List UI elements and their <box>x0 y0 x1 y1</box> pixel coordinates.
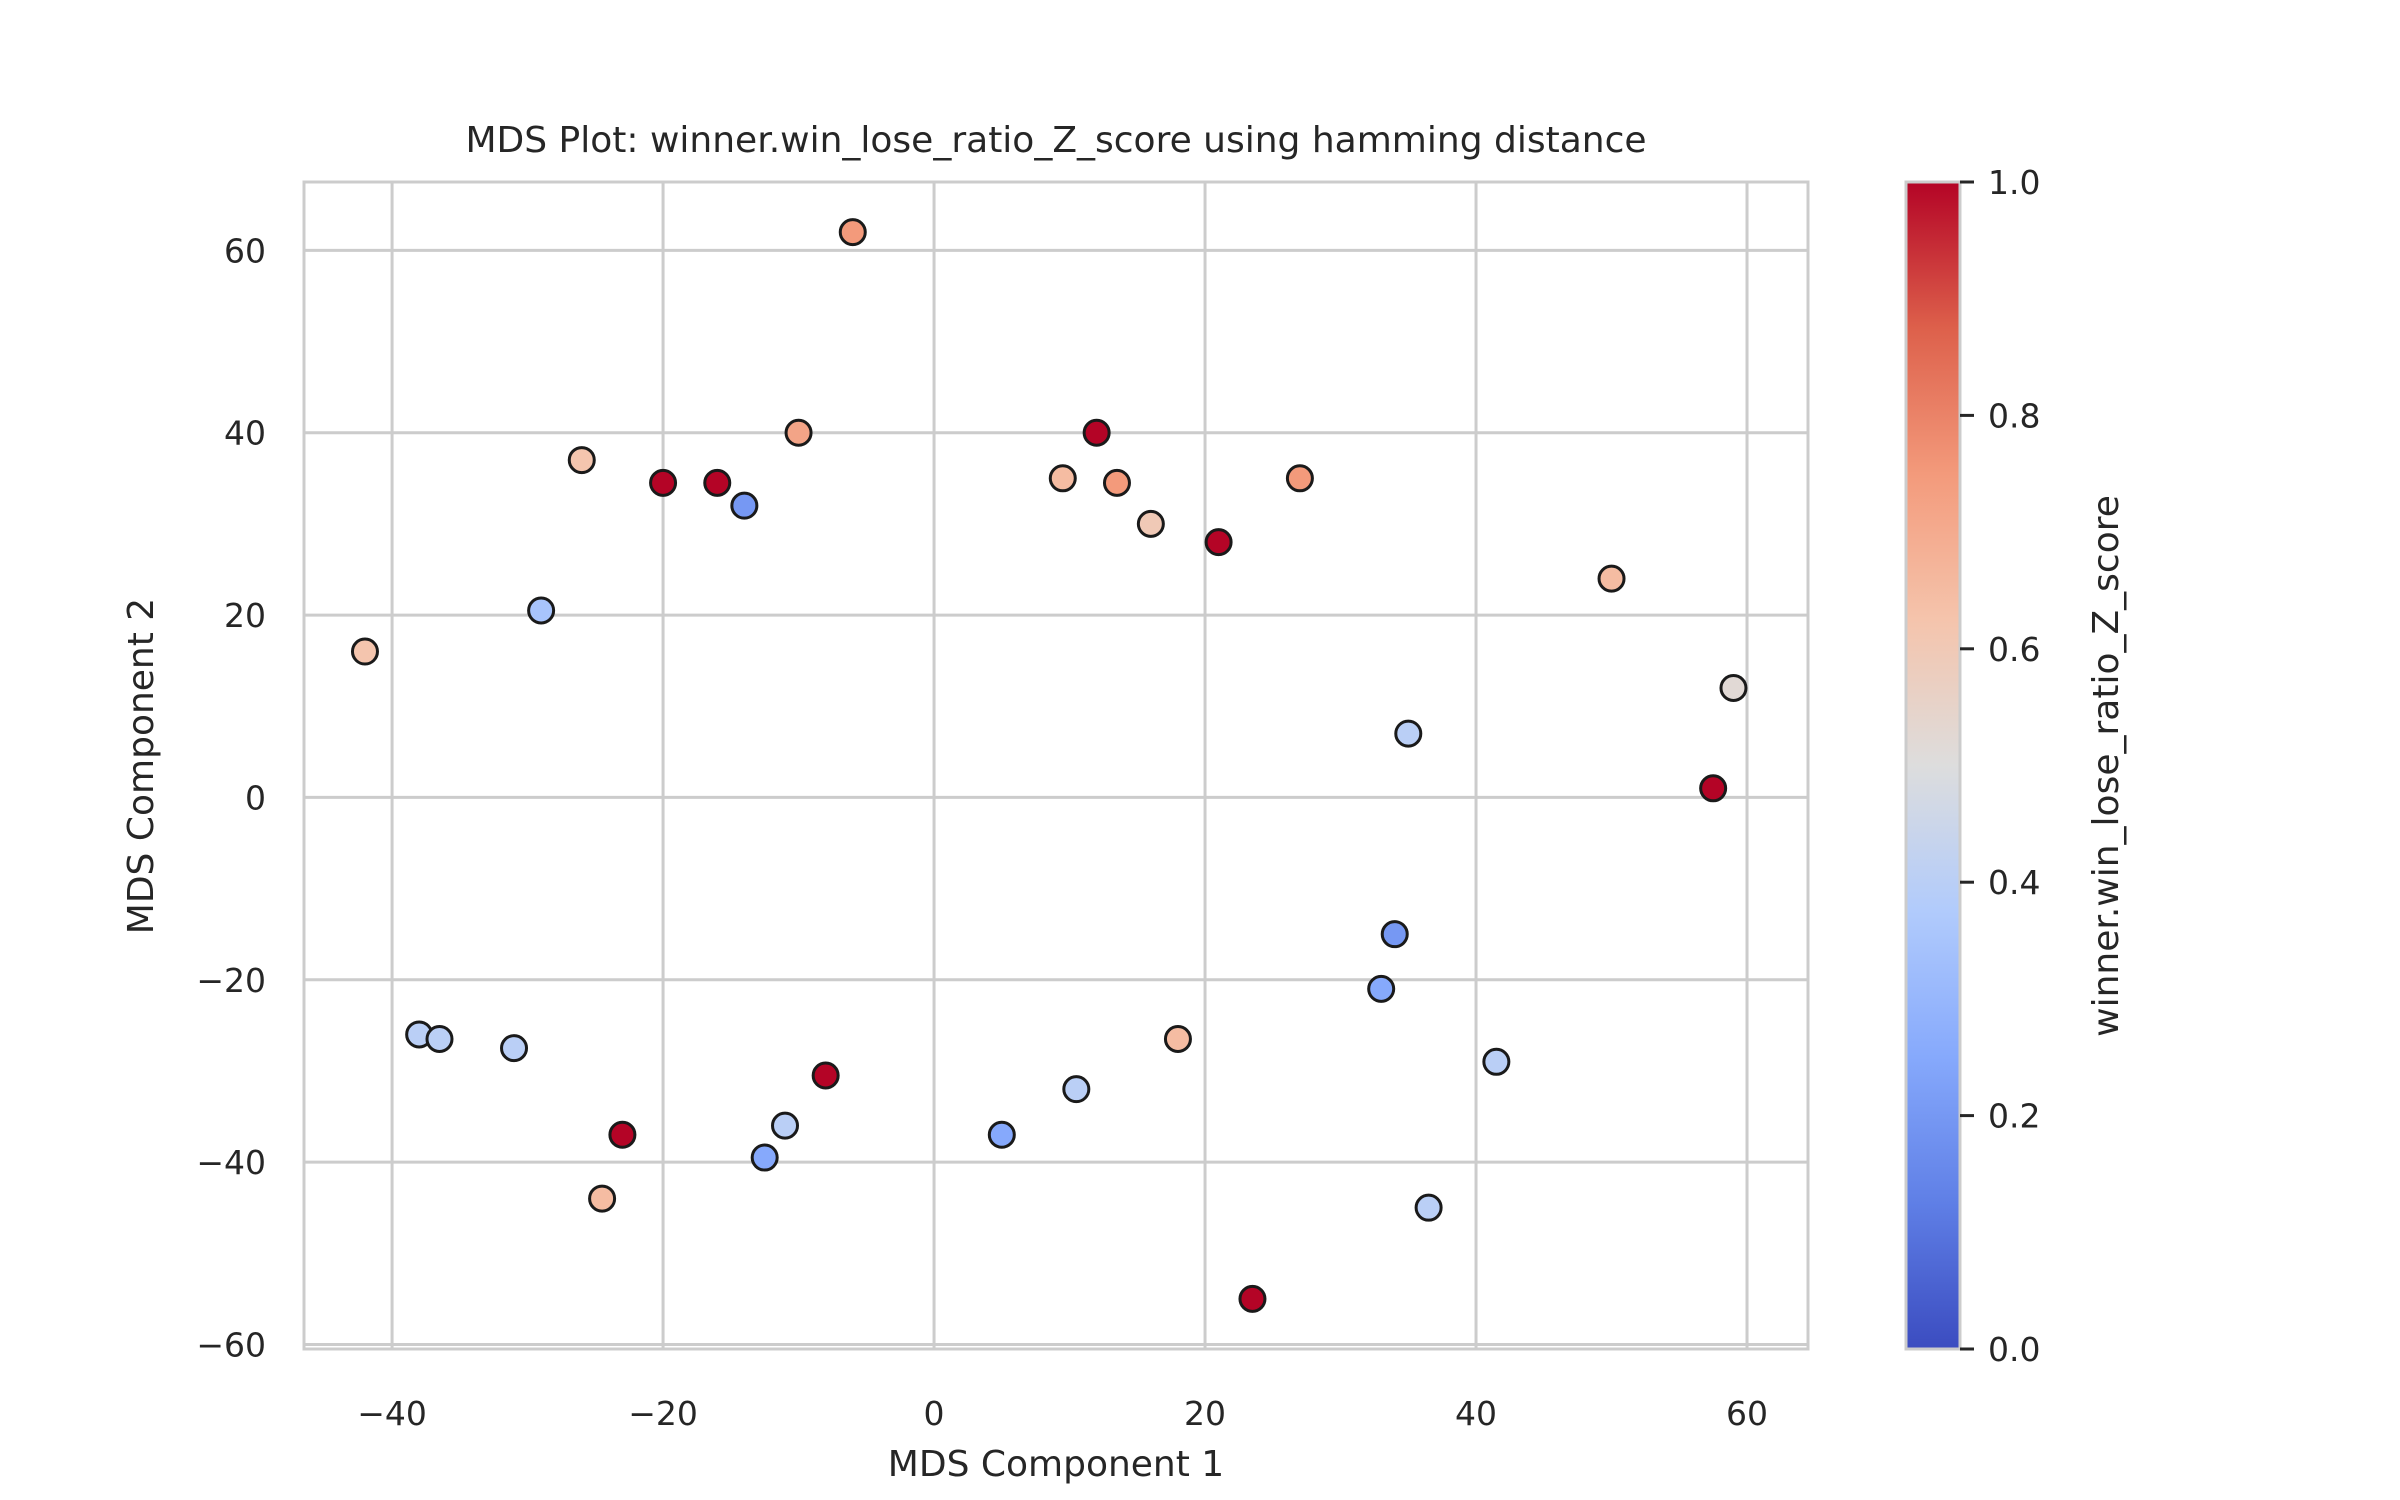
scatter-point <box>1699 774 1728 803</box>
x-tick-labels: −40 −20 0 20 40 60 <box>357 1394 1768 1433</box>
colorbar-tick-label: 0.8 <box>1988 396 2040 435</box>
y-tick-label: 40 <box>224 414 266 453</box>
scatter-point <box>771 1111 800 1140</box>
colorbar-tick-label: 0.2 <box>1988 1097 2040 1136</box>
scatter-point <box>1136 509 1165 538</box>
scatter-points <box>350 218 1748 1313</box>
scatter-point <box>703 468 732 497</box>
y-tick-label: 60 <box>224 231 266 270</box>
scatter-point <box>1719 674 1748 703</box>
x-tick-label: 40 <box>1455 1394 1497 1433</box>
x-tick-label: 0 <box>924 1394 945 1433</box>
colorbar-gradient <box>1904 180 1962 1351</box>
scatter-point <box>1414 1193 1443 1222</box>
y-tick-label: −20 <box>196 961 266 1000</box>
colorbar-tick-label: 0.0 <box>1988 1330 2040 1369</box>
chart-title: MDS Plot: winner.win_lose_ratio_Z_score … <box>465 120 1646 161</box>
scatter-point <box>784 418 813 447</box>
y-tick-label: −40 <box>196 1143 266 1182</box>
colorbar-label: winner.win_lose_ratio_Z_score <box>2086 495 2127 1037</box>
scatter-point <box>811 1061 840 1090</box>
colorbar: 0.0 0.2 0.4 0.6 0.8 1.0 winner.win_lose_ratio… <box>1904 163 2127 1369</box>
scatter-point <box>838 218 867 247</box>
x-tick-label: 60 <box>1726 1394 1768 1433</box>
colorbar-ticks: 0.0 0.2 0.4 0.6 0.8 1.0 <box>1960 163 2040 1369</box>
scatter-point <box>750 1143 779 1172</box>
scatter-point <box>1597 564 1626 593</box>
scatter-point <box>1394 719 1423 748</box>
scatter-point <box>1082 418 1111 447</box>
scatter-point <box>1163 1025 1192 1054</box>
plot-frame <box>302 180 1810 1351</box>
scatter-point <box>1048 464 1077 493</box>
x-tick-label: −20 <box>628 1394 698 1433</box>
scatter-point <box>1102 468 1131 497</box>
scatter-point <box>527 596 556 625</box>
scatter-point <box>608 1120 637 1149</box>
scatter-point <box>1482 1047 1511 1076</box>
scatter-point <box>1238 1284 1267 1313</box>
y-tick-label: 20 <box>224 596 266 635</box>
scatter-point <box>730 491 759 520</box>
x-axis-label: MDS Component 1 <box>888 1444 1224 1485</box>
x-tick-label: −40 <box>357 1394 427 1433</box>
scatter-point <box>1367 974 1396 1003</box>
scatter-point <box>567 446 596 475</box>
scatter-point <box>1204 528 1233 557</box>
colorbar-tick-label: 0.4 <box>1988 863 2040 902</box>
scatter-point <box>425 1025 454 1054</box>
colorbar-tick-label: 1.0 <box>1988 163 2040 202</box>
scatter-point <box>1380 920 1409 949</box>
colorbar-tick-label: 0.6 <box>1988 630 2040 669</box>
y-tick-labels: −60 −40 −20 0 20 40 60 <box>196 231 266 1364</box>
scatter-point <box>1285 464 1314 493</box>
scatter-point <box>350 637 379 666</box>
scatter-point <box>500 1034 529 1063</box>
scatter-point <box>649 468 678 497</box>
scatter-point <box>987 1120 1016 1149</box>
y-tick-label: −60 <box>196 1325 266 1364</box>
scatter-point <box>588 1184 617 1213</box>
x-tick-label: 20 <box>1184 1394 1226 1433</box>
scatter-point <box>1062 1075 1091 1104</box>
y-axis-label: MDS Component 2 <box>121 598 162 934</box>
y-tick-label: 0 <box>245 778 266 817</box>
grid <box>304 182 1808 1349</box>
